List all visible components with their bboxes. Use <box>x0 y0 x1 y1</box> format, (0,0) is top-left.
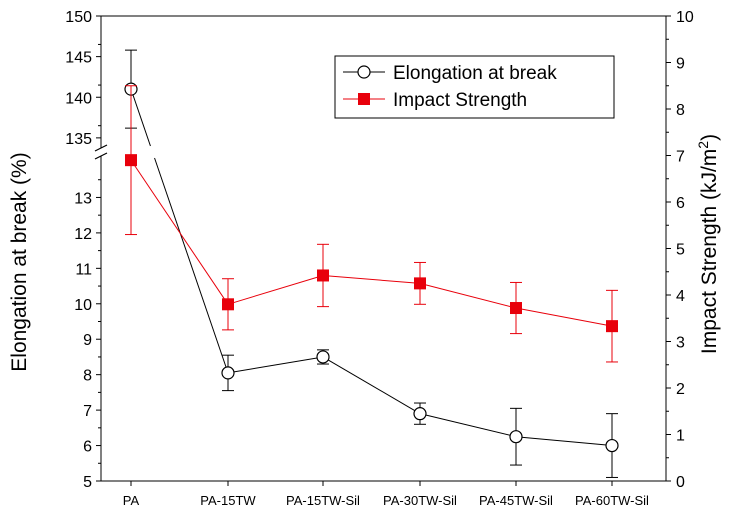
y-tick-label: 140 <box>65 90 92 107</box>
y2-tick-label: 1 <box>676 428 685 445</box>
x-tick-label: PA-30TW-Sil <box>383 493 457 508</box>
x-tick-label: PA-60TW-Sil <box>575 493 649 508</box>
y2-tick-label: 9 <box>676 56 685 73</box>
data-point-impact <box>414 277 426 290</box>
data-point-elongation <box>221 366 235 380</box>
y-tick-label: 8 <box>83 368 92 385</box>
y2-tick-label: 3 <box>676 335 685 352</box>
legend-marker-elongation <box>357 65 371 79</box>
axis-break-mark <box>94 152 108 160</box>
data-point-elongation <box>605 438 619 453</box>
x-tick-label: PA-45TW-Sil <box>479 493 553 508</box>
data-point-impact <box>317 269 329 282</box>
y-tick-label: 145 <box>65 50 92 67</box>
data-point-impact <box>606 320 618 333</box>
y-tick-label: 150 <box>65 9 92 26</box>
legend-label-elongation: Elongation at break <box>393 63 557 84</box>
y-tick-label: 11 <box>75 261 92 278</box>
series-line-impact <box>130 159 229 305</box>
data-point-impact <box>510 302 522 315</box>
series-line-impact <box>227 274 324 305</box>
y-tick-label: 135 <box>65 131 92 148</box>
series-line-elongation <box>419 413 517 438</box>
y2-axis-title: Impact Strength (kJ/m2) <box>695 134 721 354</box>
data-point-elongation <box>316 350 330 364</box>
y2-tick-label: 7 <box>676 149 685 166</box>
x-tick-label: PA-15TW <box>200 493 256 508</box>
data-point-impact <box>222 298 234 311</box>
x-tick-label: PA <box>123 493 140 508</box>
y2-tick-label: 8 <box>676 102 685 119</box>
y-tick-label: 10 <box>74 297 92 314</box>
series-line-impact <box>322 274 421 284</box>
y2-tick-label: 10 <box>676 9 694 26</box>
y-tick-label: 7 <box>83 403 92 420</box>
y-tick-label: 9 <box>83 332 92 349</box>
data-point-elongation <box>509 430 523 444</box>
data-point-impact <box>125 154 137 167</box>
series-line-impact <box>515 307 613 327</box>
legend-label-impact: Impact Strength <box>393 90 527 111</box>
y-tick-label: 6 <box>83 439 92 456</box>
y2-tick-label: 2 <box>676 381 685 398</box>
y2-tick-label: 0 <box>676 474 685 491</box>
y2-tick-label: 5 <box>676 242 685 259</box>
legend-marker-impact <box>358 93 370 105</box>
y-tick-label: 12 <box>74 226 92 243</box>
y-tick-label: 5 <box>83 474 92 491</box>
data-point-elongation <box>413 407 427 421</box>
series-line-elongation <box>130 88 151 147</box>
series-group <box>124 49 619 478</box>
series-line-elongation <box>322 356 421 415</box>
y-axis-title: Elongation at break (%) <box>8 152 31 371</box>
series-line-impact <box>419 282 517 309</box>
y2-tick-label: 4 <box>676 288 685 305</box>
y-tick-label: 13 <box>74 190 92 207</box>
x-tick-label: PA-15TW-Sil <box>286 493 360 508</box>
legend: Elongation at break Impact Strength <box>334 55 615 119</box>
series-line-elongation <box>515 436 613 447</box>
y2-tick-label: 6 <box>676 195 685 212</box>
series-line-elongation <box>154 157 229 374</box>
axis-break-mark <box>94 144 108 152</box>
series-line-elongation <box>227 356 324 374</box>
legend-box <box>334 55 615 119</box>
